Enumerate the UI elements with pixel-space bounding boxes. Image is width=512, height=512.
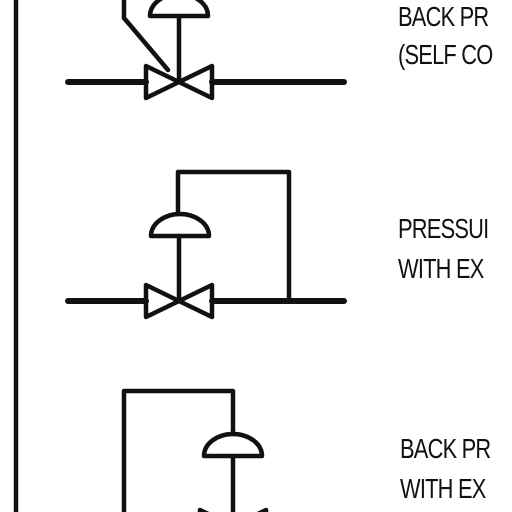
diaphragm-actuator [201,431,265,459]
diaphragm-actuator [147,0,211,19]
external-sensing-line [175,169,292,304]
valve-body-left [143,282,182,320]
symbol-label-1-line2: (SELF CO [398,39,493,70]
back-pressure-regulator-self-contained-icon [65,0,347,101]
symbol-label-2-line2: WITH EX [398,253,484,284]
diaphragm-actuator [148,211,212,239]
symbol-label-1-line1: BACK PR [398,1,489,32]
symbol-label-3-line2: WITH EX [400,473,486,504]
valve-body-left [143,63,182,101]
external-sensing-line [121,388,236,512]
symbol-label-3-line1: BACK PR [400,433,491,464]
back-pressure-regulator-external-tap-icon [121,388,269,512]
sensing-line-diagonal [121,15,171,73]
symbol-label-2-line1: PRESSUI [398,213,489,244]
valve-body-right [176,282,215,320]
valve-body-right [176,63,215,101]
pressure-regulator-external-tap-icon [65,169,347,320]
